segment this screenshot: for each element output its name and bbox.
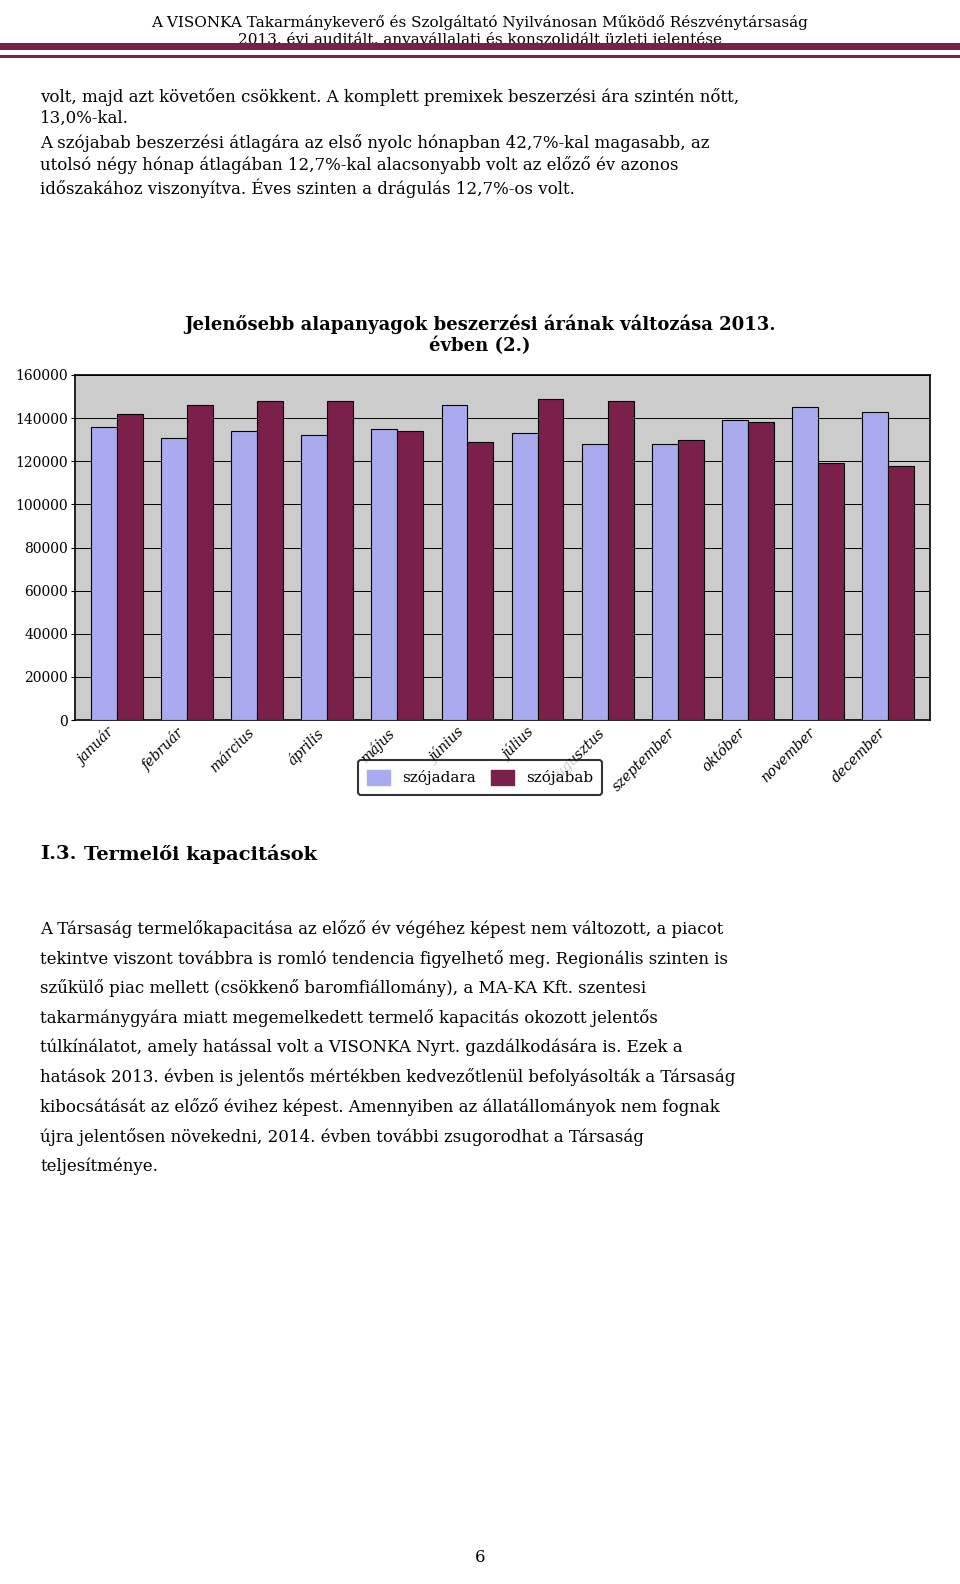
Bar — [301, 436, 327, 721]
Bar — [678, 440, 704, 721]
Bar — [888, 466, 914, 721]
Text: túlkínálatot, amely hatással volt a VISONKA Nyrt. gazdálkodására is. Ezek a: túlkínálatot, amely hatással volt a VISO… — [40, 1039, 683, 1057]
Bar — [442, 406, 468, 721]
Bar — [161, 437, 187, 721]
Bar — [608, 401, 634, 721]
Bar — [187, 406, 213, 721]
Text: 6: 6 — [475, 1549, 485, 1567]
Text: volt, majd azt követően csökkent. A komplett premixek beszerzési ára szintén nőt: volt, majd azt követően csökkent. A komp… — [40, 89, 739, 106]
Text: szűkülő piac mellett (csökkenő baromfiállomány), a MA-KA Kft. szentesi: szűkülő piac mellett (csökkenő baromfiál… — [40, 979, 646, 998]
Text: utolsó négy hónap átlagában 12,7%-kal alacsonyabb volt az előző év azonos: utolsó négy hónap átlagában 12,7%-kal al… — [40, 157, 679, 174]
Bar — [792, 407, 818, 721]
Bar — [117, 413, 143, 721]
Bar — [327, 401, 353, 721]
Bar — [512, 432, 538, 721]
Text: tekintve viszont továbbra is romló tendencia figyelhető meg. Regionális szinten : tekintve viszont továbbra is romló tende… — [40, 950, 729, 968]
Legend: szójadara, szójabab: szójadara, szójabab — [358, 760, 602, 795]
Bar — [397, 431, 423, 721]
Bar — [862, 412, 888, 721]
Bar — [257, 401, 283, 721]
Text: A VISONKA Takarmánykeverő és Szolgáltató Nyilvánosan Működő Részvénytársaság: A VISONKA Takarmánykeverő és Szolgáltató… — [152, 14, 808, 30]
Text: teljesítménye.: teljesítménye. — [40, 1158, 158, 1175]
Bar — [231, 431, 257, 721]
Bar — [652, 444, 678, 721]
Text: időszakához viszonyítva. Éves szinten a drágulás 12,7%-os volt.: időszakához viszonyítva. Éves szinten a … — [40, 177, 575, 198]
Text: újra jelentősen növekedni, 2014. évben további zsugorodhat a Társaság: újra jelentősen növekedni, 2014. évben t… — [40, 1128, 644, 1145]
Text: Jelenősebb alapanyagok beszerzési árának változása 2013.: Jelenősebb alapanyagok beszerzési árának… — [184, 315, 776, 334]
Bar — [91, 426, 117, 721]
Text: A szójabab beszerzési átlagára az első nyolc hónapban 42,7%-kal magasabb, az: A szójabab beszerzési átlagára az első n… — [40, 135, 709, 152]
Text: kibocsátását az előző évihez képest. Amennyiben az állatállományok nem fognak: kibocsátását az előző évihez képest. Ame… — [40, 1098, 720, 1117]
Text: évben (2.): évben (2.) — [429, 337, 531, 355]
Text: 13,0%-kal.: 13,0%-kal. — [40, 109, 130, 127]
Bar — [372, 429, 397, 721]
Text: 2013. évi auditált, anyavállalati és konszolidált üzleti jelentése: 2013. évi auditált, anyavállalati és kon… — [238, 32, 722, 48]
Text: I.3.: I.3. — [40, 844, 77, 863]
Bar — [722, 420, 748, 721]
Text: A Társaság termelőkapacitása az előző év végéhez képest nem változott, a piacot: A Társaság termelőkapacitása az előző év… — [40, 920, 724, 938]
Bar — [538, 399, 564, 721]
Bar — [748, 423, 774, 721]
Text: takarmánygyára miatt megemelkedett termelő kapacitás okozott jelentős: takarmánygyára miatt megemelkedett terme… — [40, 1009, 659, 1026]
Bar — [468, 442, 493, 721]
Text: hatások 2013. évben is jelentős mértékben kedvezőtlenül befolyásolták a Társaság: hatások 2013. évben is jelentős mértékbe… — [40, 1069, 735, 1087]
Bar — [582, 444, 608, 721]
Text: Termelői kapacitások: Termelői kapacitások — [84, 844, 317, 865]
Bar — [818, 464, 844, 721]
